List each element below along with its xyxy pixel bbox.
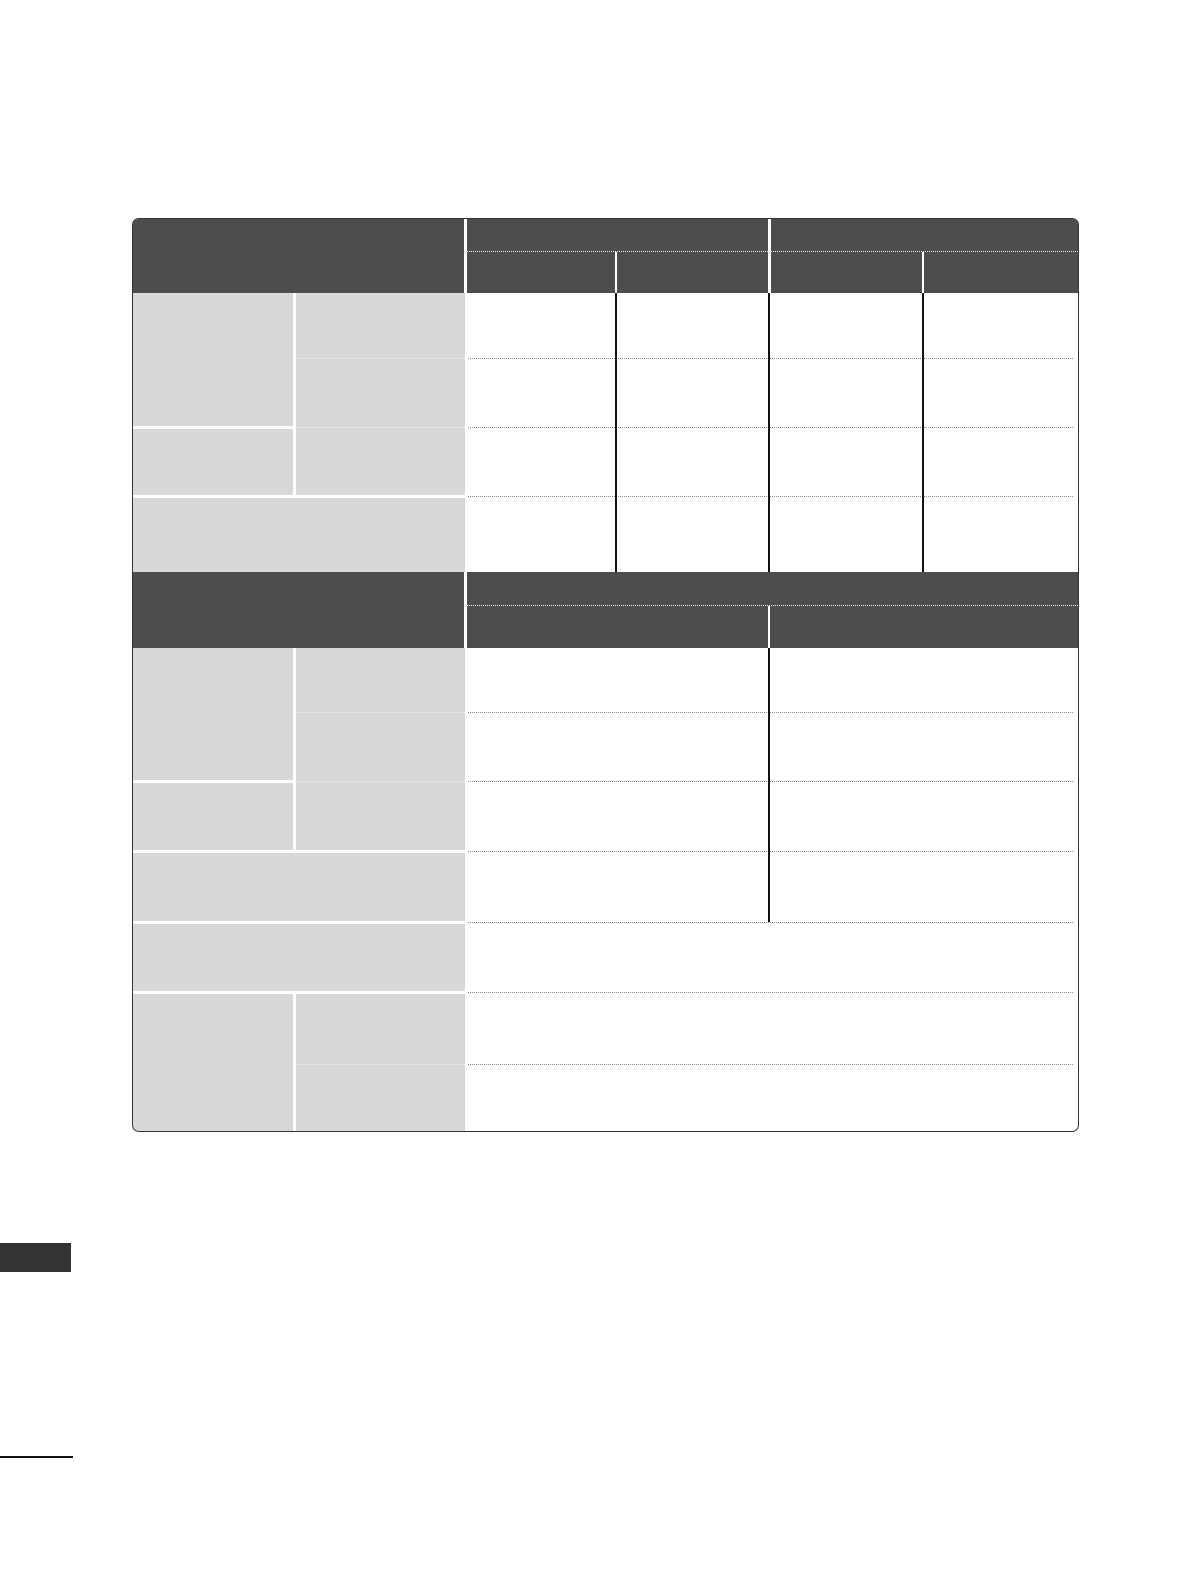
divider (615, 252, 617, 293)
divider (768, 219, 771, 293)
row-divider (468, 992, 1073, 993)
footer-rule (0, 1456, 73, 1458)
row-divider (468, 496, 1073, 497)
divider (133, 426, 295, 429)
divider (296, 781, 465, 782)
table2-header (133, 572, 1078, 648)
column-divider (615, 293, 617, 572)
divider (296, 712, 465, 713)
row-divider (468, 922, 1073, 923)
divider (464, 219, 467, 293)
divider (464, 572, 467, 648)
divider (768, 606, 770, 648)
divider (133, 850, 465, 853)
row-divider (468, 851, 1073, 852)
divider (293, 293, 296, 496)
column-divider (922, 293, 924, 572)
row-divider (468, 427, 1073, 428)
divider (296, 358, 465, 359)
row-divider (468, 781, 1073, 782)
divider (293, 992, 296, 1131)
table1-header (133, 219, 1078, 293)
side-tab (0, 1243, 71, 1272)
divider (133, 921, 465, 924)
divider (133, 495, 465, 498)
row-divider (468, 358, 1073, 359)
divider (467, 605, 1078, 606)
divider (293, 648, 296, 851)
divider (296, 427, 465, 428)
divider (296, 1064, 465, 1065)
table-frame (132, 218, 1079, 1132)
divider (467, 251, 1078, 252)
column-divider (768, 293, 770, 572)
divider (133, 780, 295, 783)
divider (133, 991, 465, 994)
row-label-column (133, 293, 465, 572)
column-divider (768, 648, 770, 922)
row-divider (468, 1064, 1073, 1065)
row-divider (468, 712, 1073, 713)
row-label-column (133, 648, 465, 1131)
divider (922, 252, 924, 293)
